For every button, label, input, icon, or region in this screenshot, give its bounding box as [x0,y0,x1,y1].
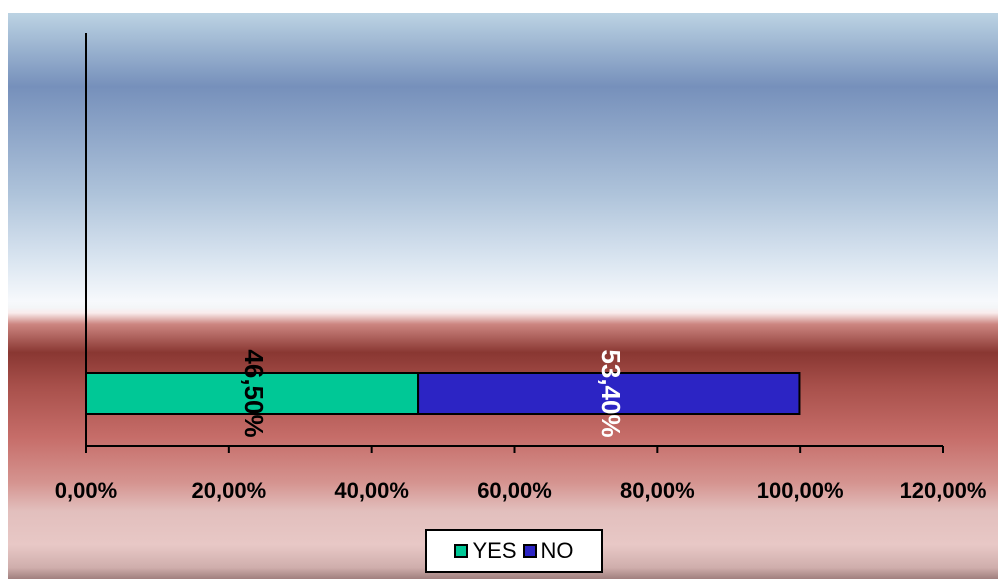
legend-item-no: NO [522,538,574,564]
legend: YES NO [425,529,603,573]
x-tick-label: 40,00% [334,478,409,503]
x-tick-label: 80,00% [620,478,695,503]
legend-item-yes: YES [454,538,517,564]
legend-label-yes: YES [472,538,517,563]
x-tick-label: 60,00% [477,478,552,503]
data-label-yes: 46,50% [239,349,269,437]
x-tick-label: 0,00% [55,478,117,503]
x-tick-label: 120,00% [900,478,987,503]
legend-swatch-no [522,544,537,558]
legend-label-no: NO [540,538,574,563]
bar-no [417,372,801,415]
x-tick-label: 100,00% [757,478,844,503]
bar-yes [85,372,420,415]
data-label-no: 53,40% [596,349,626,437]
legend-swatch-yes [454,544,469,558]
x-tick-label: 20,00% [192,478,267,503]
chart-area [8,13,998,579]
